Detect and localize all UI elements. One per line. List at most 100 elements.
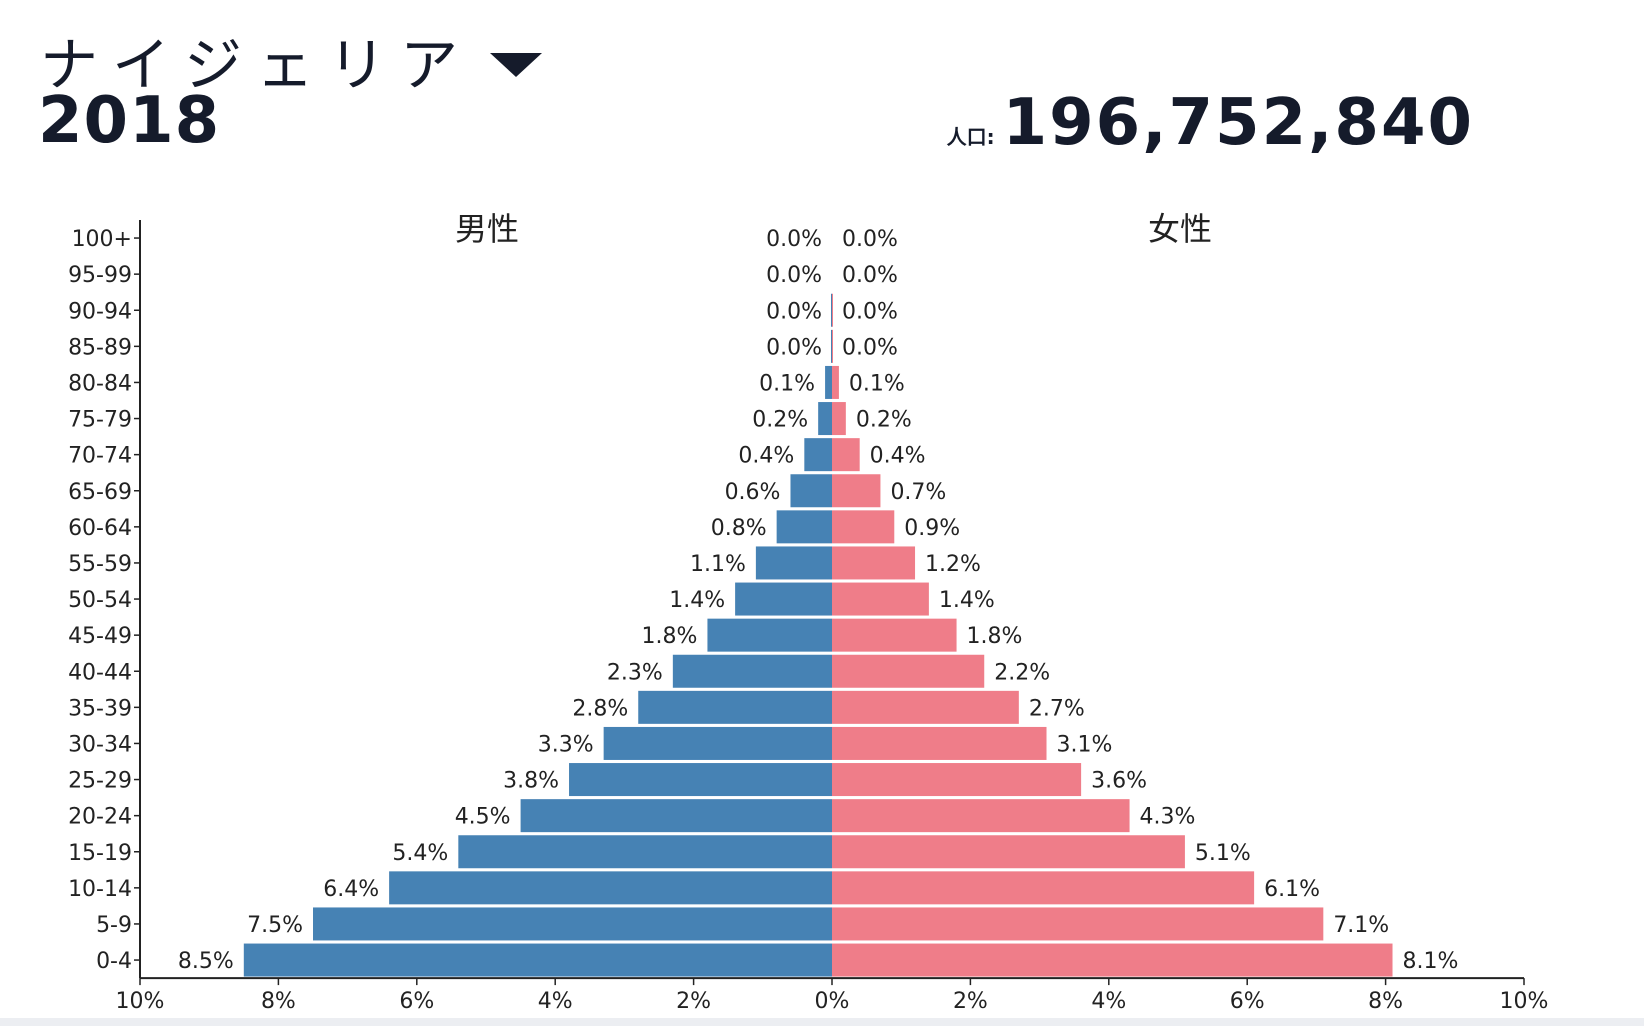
bar-female-0-4 [832, 943, 1393, 977]
data-label-female: 6.1% [1264, 877, 1320, 902]
x-tick-label: 8% [1368, 989, 1403, 1014]
series-title-male: 男性 [455, 210, 519, 248]
bar-female-25-29 [832, 763, 1082, 797]
x-tick-label: 6% [399, 989, 434, 1014]
bar-female-70-74 [832, 438, 860, 472]
bar-male-30-34 [603, 726, 832, 760]
data-label-male: 0.0% [766, 263, 822, 288]
data-label-female: 1.8% [967, 624, 1023, 649]
age-group-label: 0-4 [96, 949, 132, 974]
data-label-female: 8.1% [1403, 949, 1459, 974]
age-group-label: 65-69 [68, 480, 132, 505]
series-title-female: 女性 [1148, 210, 1212, 248]
x-tick-label: 2% [953, 989, 988, 1014]
data-label-male: 1.1% [690, 552, 746, 577]
data-label-female: 5.1% [1195, 841, 1251, 866]
data-label-male: 4.5% [455, 805, 511, 830]
data-label-male: 2.3% [607, 660, 663, 685]
age-group-label: 90-94 [68, 299, 132, 324]
population-display: 人口: 196,752,840 [947, 86, 1474, 160]
bar-female-55-59 [832, 546, 916, 580]
data-label-female: 0.1% [849, 371, 905, 396]
bar-female-5-9 [832, 907, 1324, 941]
x-tick-label: 0% [815, 989, 850, 1014]
bars-layer [243, 293, 1393, 977]
bar-female-45-49 [832, 618, 957, 652]
data-label-female: 0.0% [842, 263, 898, 288]
data-label-female: 0.0% [842, 227, 898, 252]
data-label-male: 0.0% [766, 299, 822, 324]
age-group-label: 35-39 [68, 696, 132, 721]
x-tick-label: 8% [261, 989, 296, 1014]
bar-male-40-44 [672, 654, 832, 688]
caret-down-icon[interactable] [490, 53, 543, 77]
data-label-male: 2.8% [572, 696, 628, 721]
x-tick-label: 2% [676, 989, 711, 1014]
data-label-male: 7.5% [247, 913, 303, 938]
population-value: 196,752,840 [1002, 86, 1474, 160]
data-label-male: 0.6% [725, 480, 781, 505]
age-group-label: 50-54 [68, 588, 132, 613]
age-group-label: 5-9 [96, 913, 132, 938]
bar-female-80-84 [832, 365, 839, 399]
data-label-male: 0.1% [759, 371, 815, 396]
data-label-male: 1.8% [642, 624, 698, 649]
data-label-female: 7.1% [1333, 913, 1389, 938]
data-label-male: 3.3% [538, 732, 594, 757]
data-label-female: 3.1% [1057, 732, 1113, 757]
data-label-male: 3.8% [503, 769, 559, 794]
bar-male-20-24 [520, 799, 832, 833]
data-label-male: 0.2% [752, 408, 808, 433]
country-selector[interactable]: ナイジェリア [40, 18, 543, 102]
data-label-male: 6.4% [323, 877, 379, 902]
data-label-female: 0.2% [856, 408, 912, 433]
population-label: 人口: [946, 125, 995, 149]
bar-female-10-14 [832, 871, 1255, 905]
country-name: ナイジェリア [40, 31, 473, 99]
age-group-label: 55-59 [68, 552, 132, 577]
bar-male-45-49 [707, 618, 832, 652]
bar-male-75-79 [818, 402, 832, 436]
age-group-label: 15-19 [68, 841, 132, 866]
data-label-female: 1.4% [939, 588, 995, 613]
age-group-label: 40-44 [68, 660, 132, 685]
x-tick-label: 4% [1091, 989, 1126, 1014]
data-label-male: 0.0% [766, 335, 822, 360]
age-group-label: 75-79 [68, 408, 132, 433]
data-label-male: 8.5% [178, 949, 234, 974]
year-label: 2018 [38, 84, 221, 158]
bar-male-0-4 [243, 943, 833, 977]
age-group-label: 95-99 [68, 263, 132, 288]
bar-male-70-74 [804, 438, 832, 472]
axes-layer: 100+ 95-99 90-94 85-89 80-84 75-79 70-74 65-69 6… [68, 220, 1548, 1014]
age-group-label: 60-64 [68, 516, 132, 541]
age-group-label: 10-14 [68, 877, 132, 902]
bar-male-65-69 [790, 474, 832, 508]
x-tick-label: 10% [116, 989, 165, 1014]
bar-male-80-84 [825, 365, 832, 399]
bar-female-40-44 [832, 654, 985, 688]
data-label-female: 2.2% [994, 660, 1050, 685]
age-group-label: 30-34 [68, 732, 132, 757]
x-tick-label: 6% [1230, 989, 1265, 1014]
bar-male-60-64 [776, 510, 832, 544]
bar-female-75-79 [832, 402, 846, 436]
bar-male-55-59 [755, 546, 832, 580]
bar-female-65-69 [832, 474, 881, 508]
data-label-female: 2.7% [1029, 696, 1085, 721]
bar-male-10-14 [389, 871, 832, 905]
age-group-label: 100+ [72, 227, 132, 252]
data-label-male: 5.4% [392, 841, 448, 866]
data-label-male: 0.4% [738, 444, 794, 469]
data-label-female: 0.4% [870, 444, 926, 469]
data-label-male: 0.0% [766, 227, 822, 252]
bar-female-60-64 [832, 510, 895, 544]
data-label-female: 0.7% [890, 480, 946, 505]
data-label-female: 0.0% [842, 299, 898, 324]
bar-female-35-39 [832, 690, 1019, 724]
bottom-scroll-strip [0, 1018, 1644, 1026]
age-group-label: 45-49 [68, 624, 132, 649]
data-label-male: 1.4% [669, 588, 725, 613]
